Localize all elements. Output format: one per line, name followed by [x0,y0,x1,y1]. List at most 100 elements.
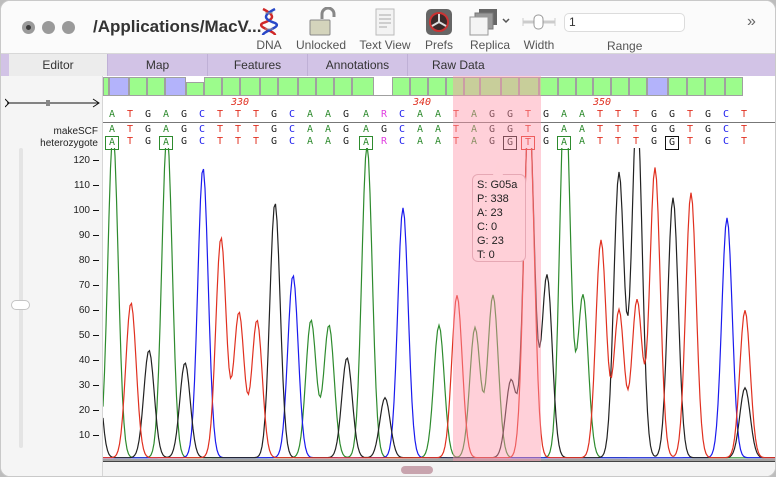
toolbar-text-view-button[interactable]: Text View [357,7,413,52]
base-call[interactable]: A [470,124,478,135]
base-call[interactable]: A [560,109,568,120]
base-call[interactable]: G [668,124,676,135]
base-call[interactable]: G [144,109,152,120]
base-call[interactable]: T [632,109,640,120]
tab-features[interactable]: Features [208,54,308,76]
base-call[interactable]: A [434,124,442,135]
base-call[interactable]: A [324,136,332,147]
base-call[interactable]: G [650,136,658,147]
base-call[interactable]: T [596,136,604,147]
base-call[interactable]: A [306,109,314,120]
base-call[interactable]: A [416,136,424,147]
base-call[interactable]: G [380,124,388,135]
base-call[interactable]: R [380,109,388,120]
base-call[interactable]: C [398,124,406,135]
base-call[interactable]: T [234,109,242,120]
close-window-button[interactable] [22,21,35,34]
base-call[interactable]: T [740,136,748,147]
minimize-window-button[interactable] [42,21,55,34]
base-call[interactable]: G [506,109,514,120]
base-call[interactable]: C [288,109,296,120]
base-call[interactable]: G [704,109,712,120]
base-call[interactable]: G [342,124,350,135]
base-call[interactable]: A [108,124,116,135]
base-call[interactable]: T [126,136,134,147]
base-call[interactable]: A [362,124,370,135]
base-call[interactable]: T [686,124,694,135]
base-call[interactable]: G [542,109,550,120]
toolbar-dna-button[interactable]: DNA [251,7,287,52]
base-call[interactable]: A [578,109,586,120]
base-call[interactable]: T [596,109,604,120]
base-call[interactable]: C [722,136,730,147]
base-call[interactable]: A [306,136,314,147]
base-call[interactable]: T [452,136,460,147]
base-call[interactable]: T [614,124,622,135]
horizontal-scrollbar[interactable] [103,461,775,476]
base-call[interactable]: G [144,136,152,147]
base-call[interactable]: T [614,136,622,147]
base-call[interactable]: T [521,136,535,150]
base-call[interactable]: C [288,124,296,135]
base-call[interactable]: T [216,109,224,120]
chromatogram-trace[interactable] [103,148,775,461]
tab-editor[interactable]: Editor [9,54,108,76]
base-call[interactable]: A [362,109,370,120]
base-call[interactable]: T [524,109,532,120]
base-call[interactable]: A [162,124,170,135]
base-call[interactable]: T [216,136,224,147]
base-call[interactable]: T [524,124,532,135]
base-call[interactable]: T [252,124,260,135]
base-call[interactable]: T [234,124,242,135]
base-call[interactable]: A [416,124,424,135]
base-call[interactable]: C [398,109,406,120]
base-call[interactable]: G [665,136,679,150]
base-call[interactable]: A [306,124,314,135]
tab-raw-data[interactable]: Raw Data [432,58,485,72]
toolbar-lock-button[interactable]: Unlocked [295,7,347,52]
base-call[interactable]: G [650,124,658,135]
base-call[interactable]: A [434,109,442,120]
tab-map[interactable]: Map [108,54,208,76]
base-call[interactable]: G [503,136,517,150]
base-call[interactable]: C [198,124,206,135]
zoom-window-button[interactable] [62,21,75,34]
base-call[interactable]: G [180,124,188,135]
toolbar-overflow-button[interactable]: » [747,13,756,30]
tab-annotations[interactable]: Annotations [308,54,408,76]
base-call[interactable]: A [108,109,116,120]
base-call[interactable]: G [270,109,278,120]
base-call[interactable]: G [488,124,496,135]
base-call[interactable]: G [650,109,658,120]
base-call[interactable]: G [180,136,188,147]
base-call[interactable]: C [722,109,730,120]
base-call[interactable]: T [126,124,134,135]
vertical-scale-slider-knob[interactable] [11,300,30,310]
base-call[interactable]: G [668,109,676,120]
toolbar-replica-button[interactable]: Replica [465,7,515,52]
base-call[interactable]: G [342,136,350,147]
base-call[interactable]: G [542,124,550,135]
base-call[interactable]: C [398,136,406,147]
base-call[interactable]: G [270,136,278,147]
base-call[interactable]: G [144,124,152,135]
base-call[interactable]: A [434,136,442,147]
base-call[interactable]: T [614,109,622,120]
base-call[interactable]: A [557,136,571,150]
base-call[interactable]: T [252,136,260,147]
base-call[interactable]: A [578,124,586,135]
base-call[interactable]: T [252,109,260,120]
base-call[interactable]: T [740,109,748,120]
base-call[interactable]: A [416,109,424,120]
base-call[interactable]: G [506,124,514,135]
base-call[interactable]: T [686,136,694,147]
base-call[interactable]: T [686,109,694,120]
base-call[interactable]: C [198,109,206,120]
base-call[interactable]: C [722,124,730,135]
base-call[interactable]: T [632,136,640,147]
base-call[interactable]: G [180,109,188,120]
base-call[interactable]: G [704,136,712,147]
base-call[interactable]: G [342,109,350,120]
base-call[interactable]: T [452,109,460,120]
